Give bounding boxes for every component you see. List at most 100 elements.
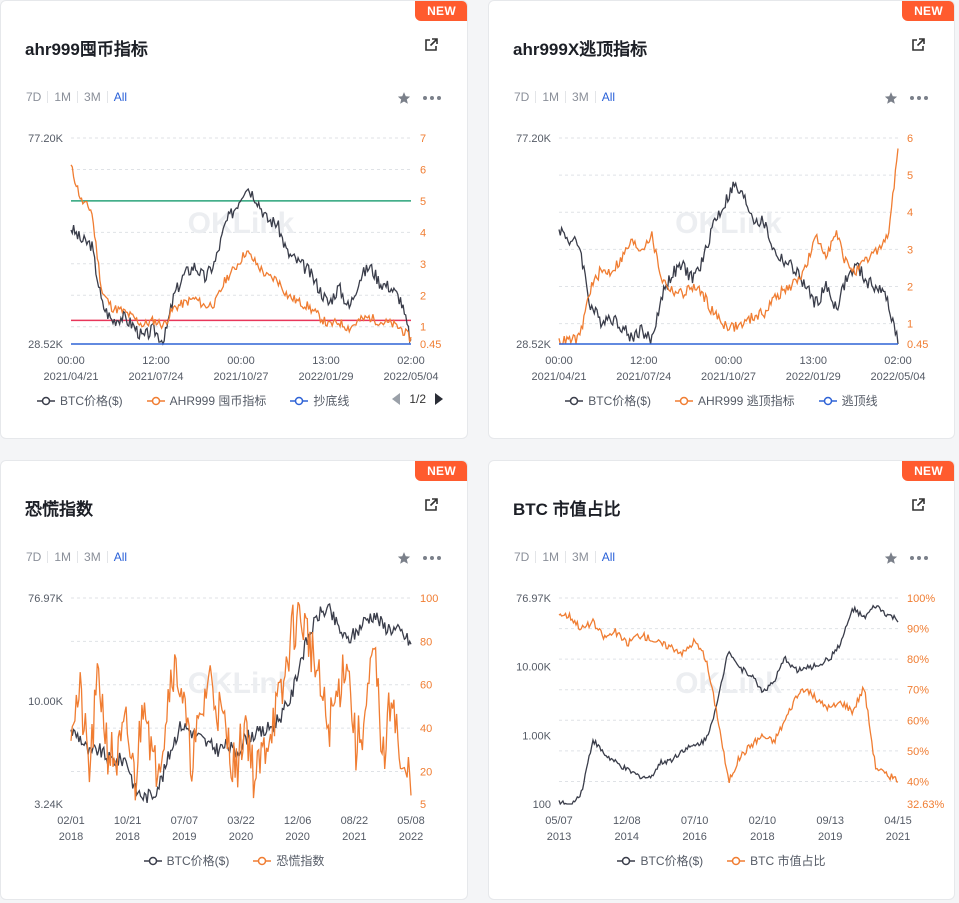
legend-label: AHR999 囤币指标	[169, 394, 267, 408]
y-right-tick: 3	[420, 259, 426, 271]
range-7d[interactable]: 7D	[26, 90, 42, 104]
star-icon[interactable]	[884, 91, 898, 105]
series-line	[558, 610, 899, 784]
legend-marker-icon	[146, 396, 165, 405]
legend-label: BTC价格($)	[60, 394, 123, 408]
x-tick-date: 2013	[547, 831, 571, 843]
more-icon[interactable]	[423, 556, 441, 560]
legend-item[interactable]: BTC 市值占比	[727, 852, 826, 869]
x-tick-date: 2018	[59, 831, 83, 843]
x-tick-time: 02:00	[397, 355, 425, 367]
legend-item[interactable]: AHR999 囤币指标	[146, 392, 267, 409]
x-tick-date: 2016	[682, 831, 706, 843]
range-1m[interactable]: 1M	[54, 90, 72, 104]
external-link-icon[interactable]	[910, 497, 926, 513]
y-left-tick: 3.24K	[34, 799, 63, 811]
x-tick-date: 2021/07/24	[616, 371, 671, 383]
range-3m[interactable]: 3M	[572, 550, 589, 564]
x-tick-date: 2022	[399, 831, 423, 843]
x-tick-date: 2021/04/21	[43, 371, 98, 383]
star-icon[interactable]	[397, 551, 411, 565]
range-7d[interactable]: 7D	[514, 550, 530, 564]
x-tick-time: 12/06	[284, 815, 312, 827]
x-tick-date: 2021	[342, 831, 366, 843]
x-tick-time: 07/07	[171, 815, 199, 827]
x-tick-time: 00:00	[57, 355, 85, 367]
x-tick-date: 2018	[115, 831, 139, 843]
y-left-tick: 100	[533, 799, 551, 811]
legend-item[interactable]: 抄底线	[290, 392, 349, 409]
legend-item[interactable]: BTC价格($)	[143, 852, 230, 869]
x-tick-date: 2014	[615, 831, 639, 843]
legend-item[interactable]: AHR999 逃顶指标	[674, 392, 795, 409]
range-1m[interactable]: 1M	[542, 90, 560, 104]
legend-label: BTC价格($)	[166, 854, 230, 868]
x-tick-date: 2021/10/27	[701, 371, 756, 383]
range-7d[interactable]: 7D	[26, 550, 42, 564]
legend-item[interactable]: BTC价格($)	[617, 852, 703, 869]
range-1m[interactable]: 1M	[542, 550, 560, 564]
next-page-icon[interactable]	[434, 393, 443, 405]
external-link-icon[interactable]	[423, 37, 439, 53]
series-line	[70, 601, 412, 801]
x-tick-date: 2018	[750, 831, 774, 843]
time-range-selector: 7D 1M 3M All	[25, 550, 133, 564]
x-tick-time: 04/15	[884, 815, 912, 827]
chart-card-ahr999x: NEW ahr999X逃顶指标 7D 1M 3M All 6 5 4 3 2 1 0.45 7…	[488, 0, 955, 439]
legend-item[interactable]: 恐慌指数	[253, 852, 324, 869]
x-tick-date: 2021	[886, 831, 910, 843]
legend-item[interactable]: BTC价格($)	[37, 392, 123, 409]
external-link-icon[interactable]	[910, 37, 926, 53]
more-icon[interactable]	[910, 96, 928, 100]
y-right-tick: 100	[420, 593, 438, 605]
x-tick-time: 02:00	[884, 355, 912, 367]
y-right-tick: 3	[907, 244, 913, 256]
x-tick-time: 12:00	[630, 355, 658, 367]
x-tick-date: 2021/10/27	[213, 371, 268, 383]
range-3m[interactable]: 3M	[84, 550, 101, 564]
x-tick-time: 09/13	[816, 815, 844, 827]
range-3m[interactable]: 3M	[84, 90, 101, 104]
legend-label: 恐慌指数	[276, 854, 325, 868]
range-all[interactable]: All	[113, 90, 128, 104]
card-title: BTC 市值占比	[513, 500, 621, 519]
external-link-icon[interactable]	[423, 497, 439, 513]
card-tools	[397, 551, 441, 565]
legend-item[interactable]: BTC价格($)	[565, 392, 651, 409]
y-right-tick: 5	[420, 799, 426, 811]
x-tick-date: 2020	[285, 831, 309, 843]
card-tools	[884, 91, 928, 105]
y-left-tick: 28.52K	[28, 339, 64, 351]
y-left-tick: 1.00K	[522, 730, 551, 742]
series-line	[70, 164, 412, 343]
legend-label: 逃顶线	[841, 394, 878, 408]
legend-marker-icon	[253, 856, 272, 865]
y-left-tick: 76.97K	[28, 593, 64, 605]
series-line	[70, 187, 412, 346]
y-right-tick: 90%	[907, 624, 929, 636]
star-icon[interactable]	[397, 91, 411, 105]
legend-item[interactable]: 逃顶线	[818, 392, 878, 409]
more-icon[interactable]	[423, 96, 441, 100]
x-tick-date: 2020	[229, 831, 253, 843]
star-icon[interactable]	[884, 551, 898, 565]
y-right-tick: 4	[420, 227, 426, 239]
x-tick-time: 05/08	[397, 815, 425, 827]
card-tools	[397, 91, 441, 105]
card-title: 恐慌指数	[25, 500, 93, 519]
pager-label: 1/2	[409, 392, 426, 406]
new-badge: NEW	[902, 461, 954, 481]
range-all[interactable]: All	[601, 90, 616, 104]
more-icon[interactable]	[910, 556, 928, 560]
range-3m[interactable]: 3M	[572, 90, 589, 104]
chart-legend: BTC价格($) AHR999 囤币指标 抄底线	[25, 392, 467, 409]
range-7d[interactable]: 7D	[514, 90, 530, 104]
y-left-tick: 76.97K	[516, 593, 552, 605]
x-tick-time: 12:00	[142, 355, 170, 367]
range-1m[interactable]: 1M	[54, 550, 72, 564]
card-title: ahr999X逃顶指标	[513, 40, 648, 59]
range-all[interactable]: All	[601, 550, 616, 564]
prev-page-icon[interactable]	[392, 393, 401, 405]
range-all[interactable]: All	[113, 550, 128, 564]
new-badge: NEW	[902, 1, 954, 21]
